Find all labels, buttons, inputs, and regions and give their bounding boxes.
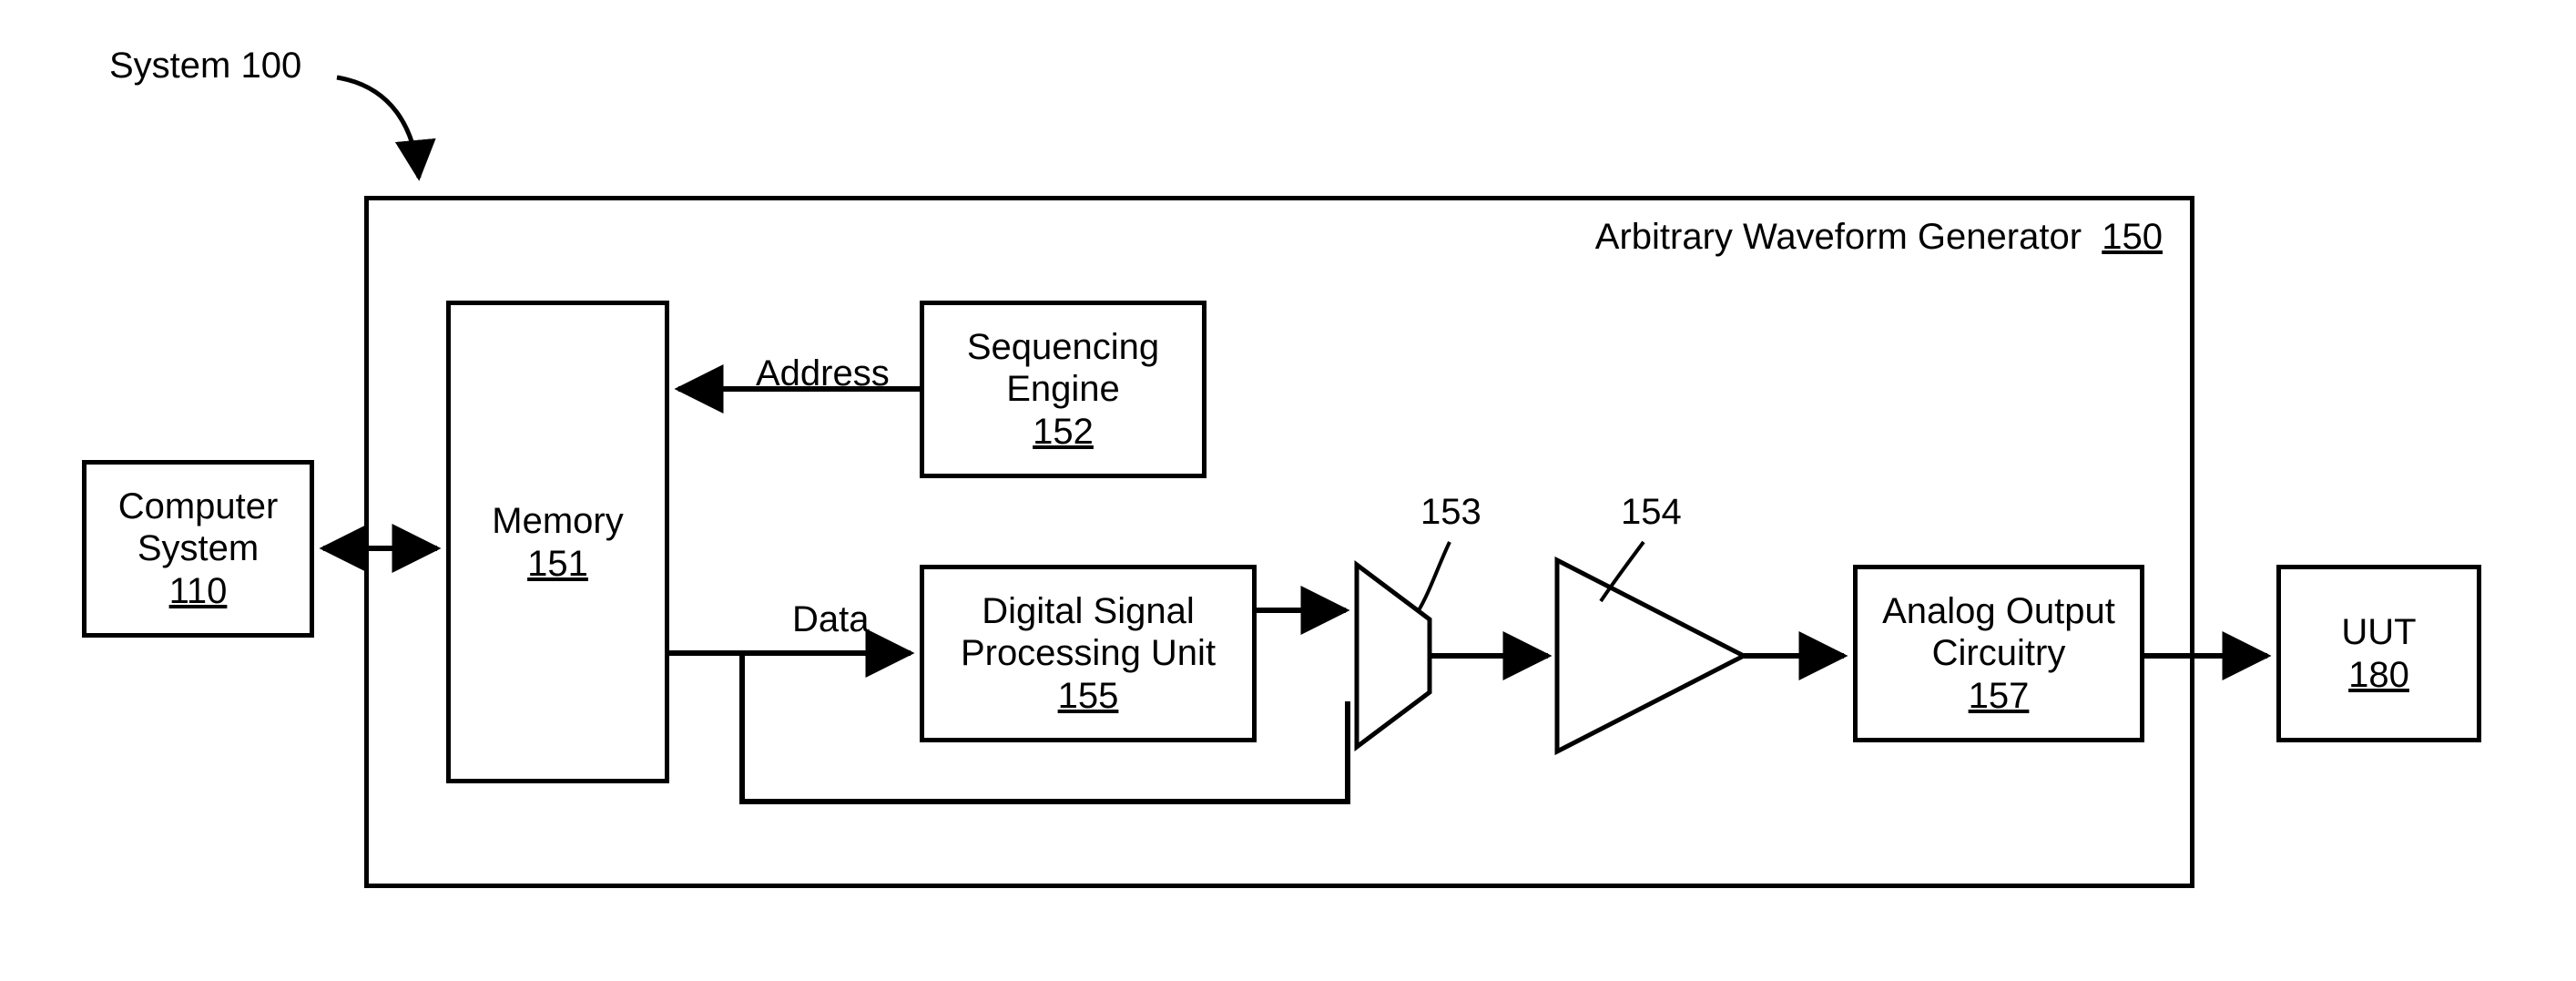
computer-title: Computer System [118,485,279,569]
computer-block: Computer System 110 [82,460,314,638]
address-label: Address [756,353,890,394]
sequencing-title: Sequencing Engine [967,326,1159,410]
dsp-block: Digital Signal Processing Unit 155 [920,565,1257,742]
analog-title: Analog Output Circuitry [1882,590,2115,674]
sequencing-block: Sequencing Engine 152 [920,301,1207,478]
uut-title: UUT [2341,611,2416,653]
dsp-title: Digital Signal Processing Unit [961,590,1216,674]
memory-title: Memory [492,500,623,542]
data-label: Data [792,599,870,640]
diagram-canvas: System 100 Arbitrary Waveform Generator … [0,0,2576,981]
memory-block: Memory 151 [446,301,669,783]
dac-text: DAC [1612,635,1688,676]
awg-num: 150 [2102,217,2163,257]
awg-title: Arbitrary Waveform Generator [1595,217,2082,257]
dsp-num: 155 [1058,676,1119,717]
system-label: System 100 [109,46,301,87]
analog-block: Analog Output Circuitry 157 [1853,565,2144,742]
awg-title-row: Arbitrary Waveform Generator 150 [1595,217,2163,258]
sequencing-num: 152 [1033,412,1094,453]
dac-callout: 154 [1621,492,1682,533]
mux-callout: 153 [1420,492,1481,533]
analog-num: 157 [1969,676,2030,717]
computer-num: 110 [169,571,228,612]
uut-block: UUT 180 [2276,565,2481,742]
memory-num: 151 [527,544,588,585]
uut-num: 180 [2348,655,2409,696]
